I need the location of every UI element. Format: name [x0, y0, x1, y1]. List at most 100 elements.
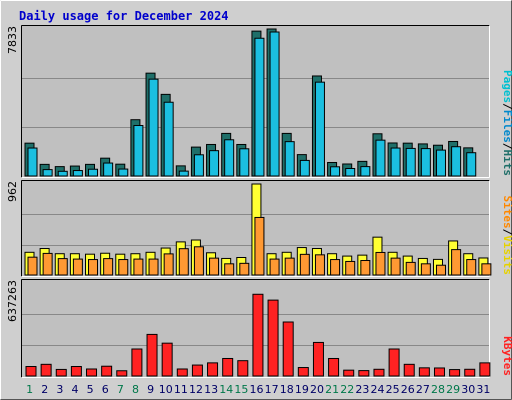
visits-bar-sites — [330, 259, 341, 276]
kbytes-bar-kbytes — [222, 357, 234, 377]
hits-bar-hits — [405, 147, 416, 177]
day-label: 15 — [234, 383, 248, 396]
kbytes-ymax-label: 637263 — [6, 280, 19, 322]
kbytes-bar-kbytes — [55, 368, 67, 377]
visits-bar-sites — [435, 264, 446, 276]
visits-bar-sites — [118, 259, 129, 276]
visits-bar-sites — [224, 263, 235, 276]
visits-bar-sites — [466, 259, 477, 276]
visits-bar-sites — [254, 216, 265, 276]
kbytes-bar-kbytes — [70, 366, 82, 377]
kbytes-bar-kbytes — [116, 370, 128, 377]
day-label: 28 — [431, 383, 445, 396]
visits-bar-sites — [481, 263, 492, 276]
day-label: 4 — [71, 383, 78, 396]
day-label: 20 — [310, 383, 324, 396]
chart-title: Daily usage for December 2024 — [19, 9, 229, 23]
day-label: 25 — [386, 383, 400, 396]
kbytes-bar-kbytes — [373, 368, 385, 377]
day-label: 23 — [355, 383, 369, 396]
day-label: 19 — [295, 383, 309, 396]
kbytes-bar-kbytes — [207, 362, 219, 377]
day-label: 22 — [340, 383, 354, 396]
day-label: 12 — [189, 383, 203, 396]
visits-bar-sites — [193, 246, 204, 276]
legend-entry: Sites — [501, 196, 512, 229]
day-label: 24 — [371, 383, 385, 396]
hits-bar-hits — [209, 150, 220, 177]
hits-bar-hits — [88, 168, 99, 177]
visits-bar-sites — [88, 259, 99, 276]
visits-bar-sites — [148, 258, 159, 276]
day-label: 26 — [401, 383, 415, 396]
panels-layer: 7833Pages/Files/Hits962Sites/Visits63726… — [6, 25, 512, 378]
legend-entry: Visits — [501, 235, 512, 275]
kbytes-bar-kbytes — [312, 341, 324, 377]
kbytes-bar-kbytes — [464, 368, 476, 377]
legend-entry: KBytes — [501, 336, 512, 376]
visits-bar-sites — [239, 262, 250, 276]
kbytes-bar-kbytes — [388, 348, 400, 377]
kbytes-bar-kbytes — [176, 368, 188, 377]
kbytes-bar-kbytes — [191, 364, 203, 377]
day-label: 14 — [219, 383, 233, 396]
hits-bar-hits — [299, 159, 310, 177]
visits-bar-sites — [375, 251, 386, 276]
hits-bar-hits — [224, 139, 235, 177]
visits-bar-sites — [27, 256, 38, 276]
kbytes-bar-kbytes — [343, 369, 355, 377]
day-label: 3 — [56, 383, 63, 396]
visits-bar-sites — [57, 258, 68, 276]
visits-legend: Sites/Visits — [501, 196, 512, 276]
visits-bar-sites — [390, 257, 401, 276]
visits-bar-sites — [299, 253, 310, 276]
hits-bar-hits — [435, 149, 446, 177]
day-label: 11 — [174, 383, 188, 396]
visits-bar-sites — [133, 258, 144, 276]
kbytes-bar-kbytes — [282, 321, 294, 377]
legend-entry: / — [501, 229, 512, 236]
kbytes-panel: 637263 KBytes — [6, 279, 512, 378]
day-label: 5 — [87, 383, 94, 396]
day-label: 31 — [476, 383, 490, 396]
kbytes-bar-kbytes — [86, 368, 98, 377]
kbytes-bar-kbytes — [433, 367, 445, 377]
visits-bar-sites — [72, 258, 83, 276]
kbytes-bar-kbytes — [237, 360, 249, 377]
day-label: 17 — [265, 383, 279, 396]
hits-bar-hits — [118, 168, 129, 177]
legend-entry: Files — [501, 110, 512, 143]
hits-bar-hits — [57, 170, 68, 177]
day-label: 27 — [416, 383, 430, 396]
day-label: 10 — [159, 383, 173, 396]
legend-entry: / — [501, 143, 512, 150]
hits-bar-hits — [72, 170, 83, 177]
kbytes-bar-kbytes — [403, 363, 415, 377]
kbytes-legend: KBytes — [501, 336, 512, 376]
visits-bar-sites — [103, 258, 114, 276]
legend-entry: / — [501, 103, 512, 110]
hits-bar-hits — [360, 166, 371, 177]
kbytes-bar-kbytes — [101, 365, 113, 377]
visits-bar-sites — [178, 248, 189, 276]
hits-ymax-label: 7833 — [6, 26, 19, 54]
kbytes-bar-kbytes — [40, 363, 52, 377]
day-labels: 1 2 3 4 5 6 7 8 9 10 11 12 13 14 15 16 17 18 19 20 21 22 23 24 2… — [26, 383, 490, 396]
visits-bar-sites — [284, 257, 295, 276]
hits-bar-hits — [27, 147, 38, 177]
hits-bar-hits — [330, 166, 341, 177]
kbytes-bar-kbytes — [267, 299, 279, 377]
visits-bar-sites — [314, 254, 325, 276]
visits-bar-sites — [451, 249, 462, 276]
day-label: 16 — [250, 383, 264, 396]
legend-entry: Hits — [501, 150, 512, 177]
hits-bar-hits — [345, 167, 356, 177]
hits-bar-hits — [239, 148, 250, 177]
kbytes-bar-kbytes — [479, 362, 491, 377]
hits-bar-hits — [178, 170, 189, 177]
hits-bar-hits — [193, 154, 204, 177]
visits-bar-sites — [405, 261, 416, 276]
hits-bar-hits — [163, 101, 174, 177]
legend-entry: Pages — [501, 70, 512, 103]
